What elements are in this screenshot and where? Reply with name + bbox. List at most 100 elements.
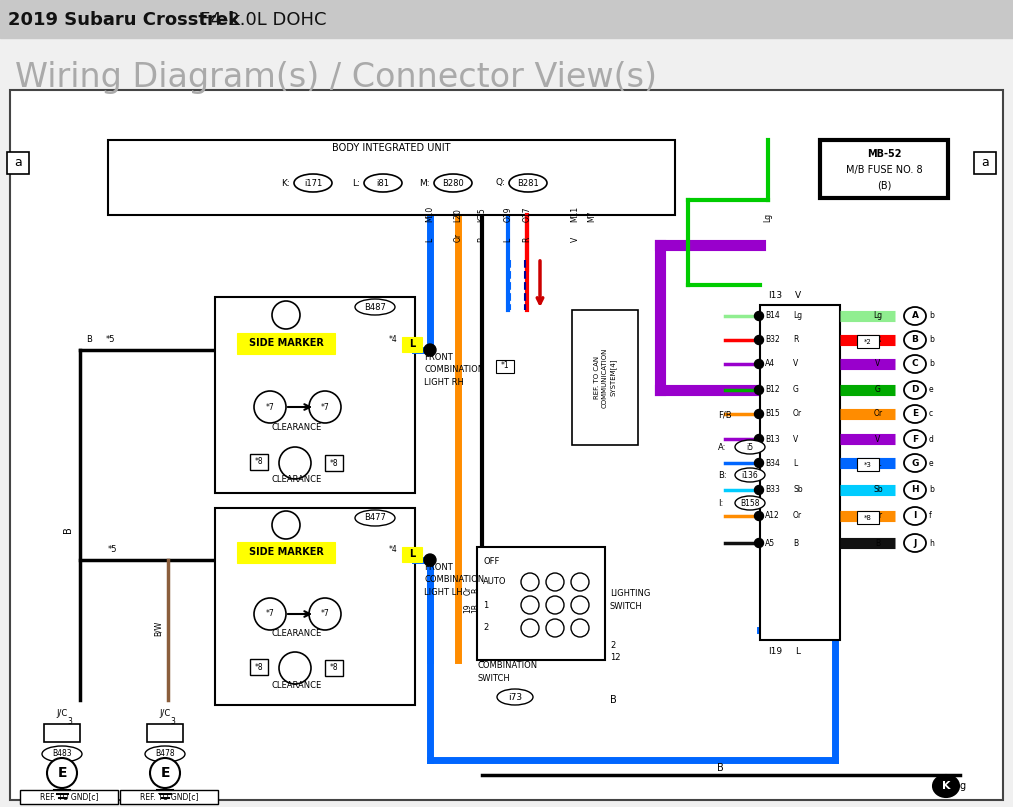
Text: *1: *1: [500, 362, 510, 370]
Text: O17: O17: [523, 207, 532, 222]
Text: i73: i73: [508, 692, 522, 701]
Ellipse shape: [364, 174, 402, 192]
Text: 2019 Subaru Crosstrek: 2019 Subaru Crosstrek: [8, 11, 240, 29]
Circle shape: [47, 758, 77, 788]
Text: b: b: [929, 486, 934, 495]
Bar: [820, 140, 948, 198]
Bar: [10, 90, 1003, 800]
Circle shape: [309, 598, 341, 630]
Bar: [237, 333, 335, 354]
Circle shape: [521, 619, 539, 637]
Text: Or: Or: [464, 585, 472, 595]
Text: SIDE MARKER: SIDE MARKER: [248, 547, 323, 557]
Text: A5: A5: [765, 538, 775, 547]
Text: K:: K:: [282, 178, 290, 187]
Text: *4: *4: [389, 336, 397, 345]
Text: C: C: [912, 359, 919, 369]
Circle shape: [755, 386, 764, 395]
Text: B487: B487: [364, 303, 386, 312]
Text: CLEARANCE: CLEARANCE: [271, 629, 322, 638]
Text: Sb: Sb: [793, 486, 802, 495]
Text: R: R: [875, 336, 880, 345]
Text: B34: B34: [765, 458, 780, 467]
Text: 1: 1: [483, 600, 488, 609]
Text: *8: *8: [329, 458, 338, 467]
Text: A4: A4: [765, 359, 775, 369]
Text: g: g: [960, 781, 966, 791]
Text: b: b: [929, 312, 934, 320]
Text: *5: *5: [108, 546, 118, 554]
Text: h: h: [929, 538, 934, 547]
Text: Lg: Lg: [793, 312, 802, 320]
Text: FRONT
COMBINATION
LIGHT LH: FRONT COMBINATION LIGHT LH: [424, 563, 484, 597]
Text: L20: L20: [454, 208, 463, 222]
Text: b: b: [929, 336, 934, 345]
Ellipse shape: [434, 174, 472, 192]
Bar: [0, 0, 1013, 38]
Ellipse shape: [355, 510, 395, 526]
Text: 2: 2: [610, 641, 615, 650]
Circle shape: [521, 573, 539, 591]
Text: B280: B280: [442, 178, 464, 187]
Ellipse shape: [497, 689, 533, 705]
Circle shape: [272, 511, 300, 539]
Text: 1B: 1B: [471, 603, 480, 613]
Circle shape: [571, 596, 589, 614]
Bar: [108, 140, 675, 215]
Text: L: L: [409, 549, 415, 559]
Text: A: A: [912, 312, 919, 320]
Text: f: f: [929, 512, 932, 521]
Bar: [215, 297, 415, 493]
Text: I:: I:: [718, 499, 723, 508]
Text: D: D: [912, 386, 919, 395]
Circle shape: [150, 758, 180, 788]
Bar: [20, 790, 118, 804]
Bar: [857, 335, 879, 348]
Text: K35: K35: [477, 207, 486, 222]
Text: K: K: [942, 781, 950, 791]
Text: i5: i5: [747, 442, 754, 451]
Text: i81: i81: [377, 178, 390, 187]
Text: *8: *8: [254, 458, 263, 466]
Text: *5: *5: [106, 336, 115, 345]
Text: L:: L:: [353, 178, 360, 187]
Text: REF. TO GND[c]: REF. TO GND[c]: [40, 792, 98, 801]
Text: J: J: [914, 538, 917, 547]
Text: B13: B13: [765, 434, 780, 444]
Text: FRONT
COMBINATION
LIGHT RH: FRONT COMBINATION LIGHT RH: [424, 353, 484, 387]
Text: F: F: [912, 434, 918, 444]
Ellipse shape: [735, 468, 765, 482]
Text: I: I: [914, 512, 917, 521]
Text: B14: B14: [765, 312, 780, 320]
Bar: [572, 310, 638, 445]
Text: L: L: [425, 238, 435, 242]
Text: E: E: [912, 409, 918, 419]
Text: Or: Or: [793, 512, 802, 521]
Circle shape: [755, 434, 764, 444]
Text: G: G: [793, 386, 799, 395]
Circle shape: [546, 596, 564, 614]
Circle shape: [755, 312, 764, 320]
Text: 3: 3: [170, 717, 175, 726]
Ellipse shape: [355, 299, 395, 315]
Circle shape: [571, 619, 589, 637]
Bar: [402, 547, 422, 562]
Circle shape: [279, 447, 311, 479]
Text: I13: I13: [768, 291, 782, 299]
Bar: [250, 454, 268, 470]
Text: B: B: [86, 336, 92, 345]
Text: *7: *7: [321, 403, 329, 412]
Text: L: L: [876, 458, 880, 467]
Text: B: B: [716, 763, 723, 773]
Bar: [496, 360, 514, 373]
Text: Sb: Sb: [873, 486, 882, 495]
Text: V: V: [570, 236, 579, 242]
Text: Q:: Q:: [495, 178, 505, 187]
Ellipse shape: [904, 507, 926, 525]
Circle shape: [755, 486, 764, 495]
Circle shape: [279, 652, 311, 684]
Circle shape: [755, 409, 764, 419]
Text: B: B: [875, 538, 880, 547]
Text: B: B: [793, 538, 798, 547]
Text: Or: Or: [454, 233, 463, 242]
